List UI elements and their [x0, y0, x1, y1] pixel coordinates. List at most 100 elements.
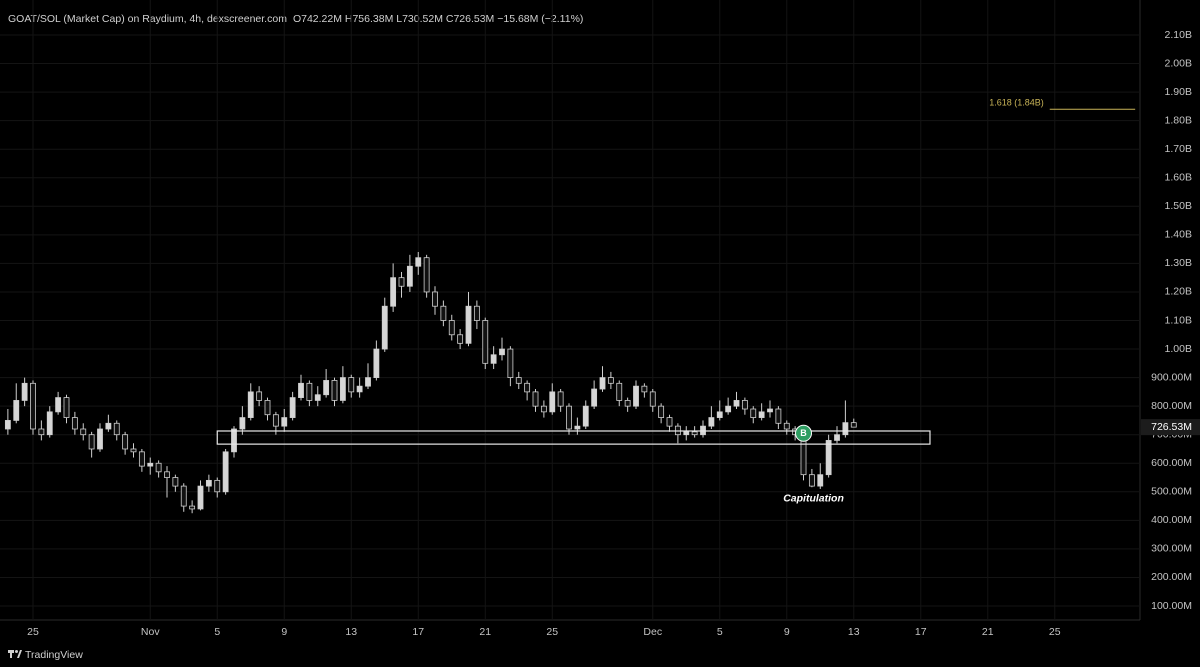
candle-body — [390, 277, 397, 307]
candle-body — [725, 405, 732, 413]
candle-body — [373, 348, 380, 379]
candle-body — [499, 348, 505, 356]
candle-body — [415, 257, 422, 267]
candle-body — [775, 408, 782, 424]
candle-body — [616, 382, 623, 401]
candle-body — [323, 380, 330, 396]
candle-body — [607, 377, 614, 384]
tradingview-logo — [8, 650, 22, 658]
y-tick-label: 1.10B — [1165, 314, 1192, 326]
candle-body — [130, 448, 137, 453]
candle-body — [808, 474, 815, 487]
candle-body — [658, 405, 665, 418]
x-tick-label: 5 — [214, 626, 220, 638]
candle-body — [214, 479, 221, 493]
candle-body — [440, 305, 447, 321]
y-tick-label: 600.00M — [1151, 457, 1192, 469]
candle-body — [457, 334, 464, 344]
candle-body — [88, 434, 95, 450]
candle-body — [515, 377, 522, 384]
candle-body — [448, 320, 455, 336]
y-tick-label: 1.80B — [1165, 114, 1192, 126]
candle-body — [239, 417, 246, 430]
candle-body — [490, 354, 497, 364]
candle-body — [406, 265, 413, 287]
candle-body — [750, 408, 757, 418]
y-tick-label: 1.50B — [1165, 200, 1192, 212]
candle-body — [398, 277, 405, 287]
x-tick-label: 9 — [784, 626, 790, 638]
candle-body — [465, 305, 472, 344]
candle-body — [231, 428, 237, 453]
buy-marker-label: B — [800, 428, 807, 438]
candle-body — [356, 385, 363, 393]
x-tick-label: Nov — [141, 626, 160, 638]
x-tick-label: 17 — [412, 626, 424, 638]
candle-body — [63, 397, 70, 418]
x-tick-label: 13 — [345, 626, 357, 638]
candle-body — [641, 385, 648, 393]
x-tick-label: 9 — [281, 626, 287, 638]
candle-body — [289, 397, 296, 418]
candle-body — [331, 380, 338, 401]
candle-body — [105, 422, 112, 430]
candle-body — [381, 305, 388, 350]
candle-body — [46, 411, 53, 436]
y-tick-label: 1.60B — [1165, 172, 1192, 184]
candle-body — [507, 348, 514, 379]
y-tick-label: 800.00M — [1151, 400, 1192, 412]
candle-body — [825, 440, 832, 476]
x-tick-label: 21 — [982, 626, 994, 638]
candle-body — [71, 417, 78, 430]
candle-body — [557, 391, 564, 407]
x-tick-label: Dec — [643, 626, 662, 638]
candle-body — [767, 408, 773, 413]
candle-body — [339, 377, 346, 401]
candle-body — [155, 462, 162, 473]
candle-body — [365, 377, 371, 387]
candle-body — [708, 417, 715, 427]
candle-body — [180, 485, 187, 507]
ohlc-legend: O742.22M H756.38M L730.52M C726.53M −15.… — [293, 13, 583, 25]
candle-body — [21, 382, 28, 401]
candle-body — [205, 479, 212, 487]
candle-body — [482, 320, 489, 364]
candle-body — [432, 291, 438, 307]
annotation: Capitulation — [783, 493, 844, 505]
candle-body — [423, 257, 430, 293]
candle-body — [591, 388, 598, 407]
candle-body — [683, 431, 690, 436]
x-tick-label: 25 — [27, 626, 39, 638]
candle-body — [473, 305, 480, 321]
candle-body — [348, 377, 355, 393]
x-tick-label: 17 — [915, 626, 927, 638]
candle-body — [582, 405, 589, 427]
candle-body — [30, 382, 36, 430]
last-price-box — [1141, 419, 1200, 436]
y-tick-label: 200.00M — [1151, 571, 1192, 583]
x-tick-label: 13 — [848, 626, 860, 638]
candle-body — [281, 417, 288, 427]
candle-body — [850, 422, 857, 428]
candle-body — [633, 385, 639, 407]
footer: TradingView — [25, 649, 83, 661]
candle-body — [4, 420, 11, 430]
candle-body — [783, 422, 790, 430]
x-tick-label: 5 — [717, 626, 723, 638]
candle-body — [540, 405, 547, 413]
candle-body — [566, 405, 572, 430]
candle-body — [314, 394, 321, 401]
y-tick-label: 1.40B — [1165, 229, 1192, 241]
candle-body — [138, 451, 145, 467]
candle-body — [80, 428, 87, 436]
candle-body — [97, 428, 103, 450]
candle-body — [264, 400, 271, 416]
candle-body — [733, 400, 740, 407]
candle-body — [532, 391, 539, 407]
candle-body — [666, 417, 673, 427]
y-tick-label: 1.70B — [1165, 143, 1192, 155]
y-tick-label: 1.90B — [1165, 86, 1192, 98]
candle-body — [256, 391, 263, 401]
y-tick-label: 400.00M — [1151, 514, 1192, 526]
